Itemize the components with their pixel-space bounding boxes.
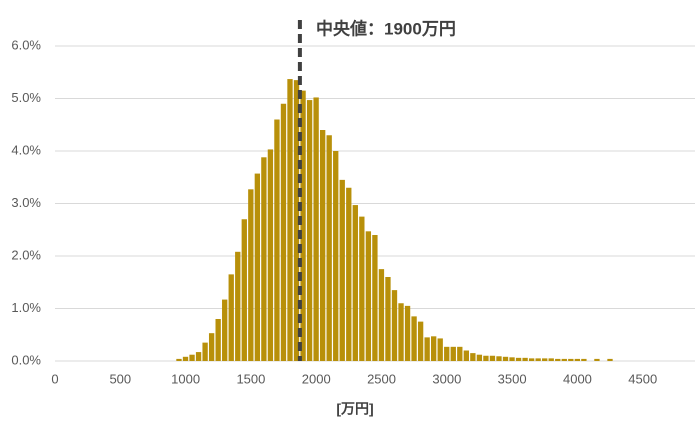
bar: [496, 356, 502, 361]
bar: [594, 358, 600, 361]
bar: [607, 358, 613, 361]
bar: [306, 100, 313, 361]
bar: [509, 357, 515, 361]
x-tick-label: 500: [109, 371, 131, 386]
x-tick-label: 4500: [628, 371, 657, 386]
bar: [352, 205, 358, 361]
bar: [241, 219, 247, 361]
bar: [548, 358, 554, 361]
bar: [359, 216, 365, 361]
y-tick-label: 0.0%: [11, 352, 41, 367]
bar: [254, 173, 261, 361]
bar: [470, 353, 476, 361]
bar: [568, 358, 574, 361]
bar: [535, 358, 541, 361]
bar: [555, 358, 561, 361]
bar: [574, 358, 581, 361]
bar: [222, 299, 228, 361]
y-tick-label: 4.0%: [11, 142, 41, 157]
bar: [280, 103, 287, 361]
bar: [333, 151, 339, 361]
bar: [248, 189, 254, 361]
bar: [313, 97, 319, 361]
bar: [261, 157, 267, 361]
bar: [215, 319, 221, 361]
bar: [528, 358, 535, 361]
bar: [457, 346, 463, 361]
bar: [208, 333, 215, 361]
bar: [202, 342, 208, 361]
bar: [515, 357, 522, 361]
y-tick-label: 2.0%: [11, 247, 41, 262]
bar: [293, 80, 300, 361]
x-tick-label: 1500: [236, 371, 265, 386]
bar: [287, 79, 293, 361]
x-tick-label: 3500: [498, 371, 527, 386]
bar: [267, 149, 274, 361]
bar: [339, 179, 345, 361]
bar: [372, 235, 378, 361]
bar: [581, 358, 587, 361]
bar: [319, 130, 326, 361]
bar: [483, 355, 489, 361]
bar: [176, 358, 182, 361]
bar: [424, 337, 430, 361]
bar: [300, 90, 306, 361]
x-axis-label: [万円]: [336, 401, 373, 417]
x-tick-label: 2500: [367, 371, 396, 386]
x-tick-label: 4000: [563, 371, 592, 386]
bar: [476, 354, 483, 361]
bar: [365, 231, 372, 361]
bar: [385, 277, 391, 361]
x-tick-label: 2000: [302, 371, 331, 386]
bar: [542, 358, 548, 361]
y-tick-label: 3.0%: [11, 195, 41, 210]
bar: [182, 356, 189, 361]
y-tick-label: 1.0%: [11, 300, 41, 315]
bar: [391, 290, 398, 361]
bar: [189, 354, 195, 361]
bar: [346, 187, 352, 361]
bar: [489, 355, 496, 361]
bar: [411, 316, 417, 361]
bar: [463, 350, 469, 361]
bar: [437, 338, 443, 361]
x-tick-label: 1000: [171, 371, 200, 386]
bar: [228, 274, 234, 361]
bar: [522, 357, 528, 361]
bar: [502, 356, 509, 361]
bar: [431, 336, 437, 361]
y-tick-label: 5.0%: [11, 90, 41, 105]
bar: [417, 321, 424, 361]
y-tick-label: 6.0%: [11, 37, 41, 52]
bar: [561, 358, 567, 361]
bar: [404, 305, 411, 361]
bar: [398, 303, 404, 361]
bar: [326, 135, 332, 361]
bar: [444, 346, 450, 361]
bar: [235, 251, 241, 361]
bar: [450, 346, 456, 361]
x-tick-label: 0: [51, 371, 58, 386]
bar: [274, 119, 280, 361]
x-tick-label: 3000: [432, 371, 461, 386]
bar: [195, 352, 202, 361]
median-annotation: 中央値：1900万円: [316, 18, 456, 38]
bar: [378, 269, 385, 361]
